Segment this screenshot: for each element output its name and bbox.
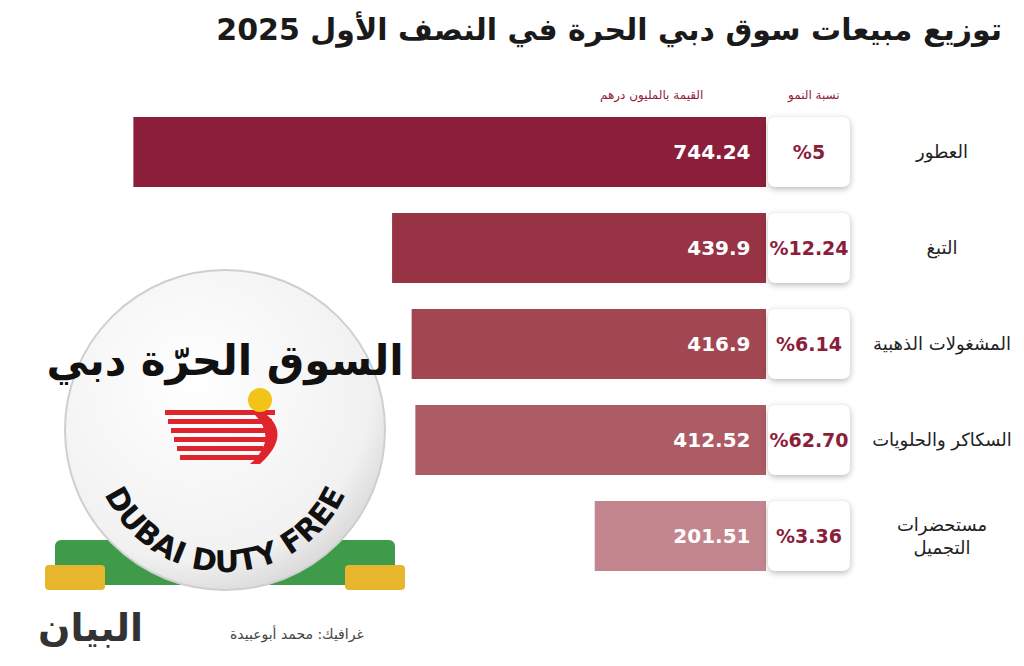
- html-text:%12.24: %12.24: [769, 237, 849, 259]
- html-text:مستحضرات التجميل: مستحضرات التجميل: [896, 513, 988, 558]
- html-text:%5: %5: [792, 141, 826, 163]
- html-text:غرافيك: محمد أبوعبيدة: غرافيك: محمد أبوعبيدة: [230, 626, 364, 642]
- svg-text:DUBAI DUTY FREE: DUBAI DUTY FREE: [98, 480, 352, 579]
- html-text:توزيع مبيعات سوق دبي الحرة في: توزيع مبيعات سوق دبي الحرة في النصف الأو…: [216, 12, 1002, 47]
- svg-text:416.9: 416.9: [687, 332, 750, 356]
- svg-text:201.51: 201.51: [673, 524, 750, 548]
- html-text:المشغولات الذهبية: المشغولات الذهبية: [873, 333, 1011, 355]
- html-text:%6.14: %6.14: [776, 333, 842, 355]
- svg-text:412.52: 412.52: [673, 428, 750, 452]
- html-text:نسبة النمو: نسبة النمو: [788, 88, 840, 102]
- svg-text:744.24: 744.24: [673, 140, 750, 164]
- html-text:القيمة بالمليون درهم: القيمة بالمليون درهم: [600, 88, 704, 102]
- svg-text:439.9: 439.9: [687, 236, 750, 260]
- html-text:التبغ: التبغ: [926, 237, 958, 259]
- html-text:%3.36: %3.36: [776, 525, 842, 547]
- html-text:%62.70: %62.70: [769, 429, 849, 451]
- html-text:العطور: العطور: [916, 141, 968, 163]
- html-text:البيان: البيان: [38, 606, 143, 650]
- html-text:السكاكر والحلويات: السكاكر والحلويات: [872, 429, 1012, 451]
- svg-text:السوق الحرّة دبي: السوق الحرّة دبي: [46, 336, 403, 386]
